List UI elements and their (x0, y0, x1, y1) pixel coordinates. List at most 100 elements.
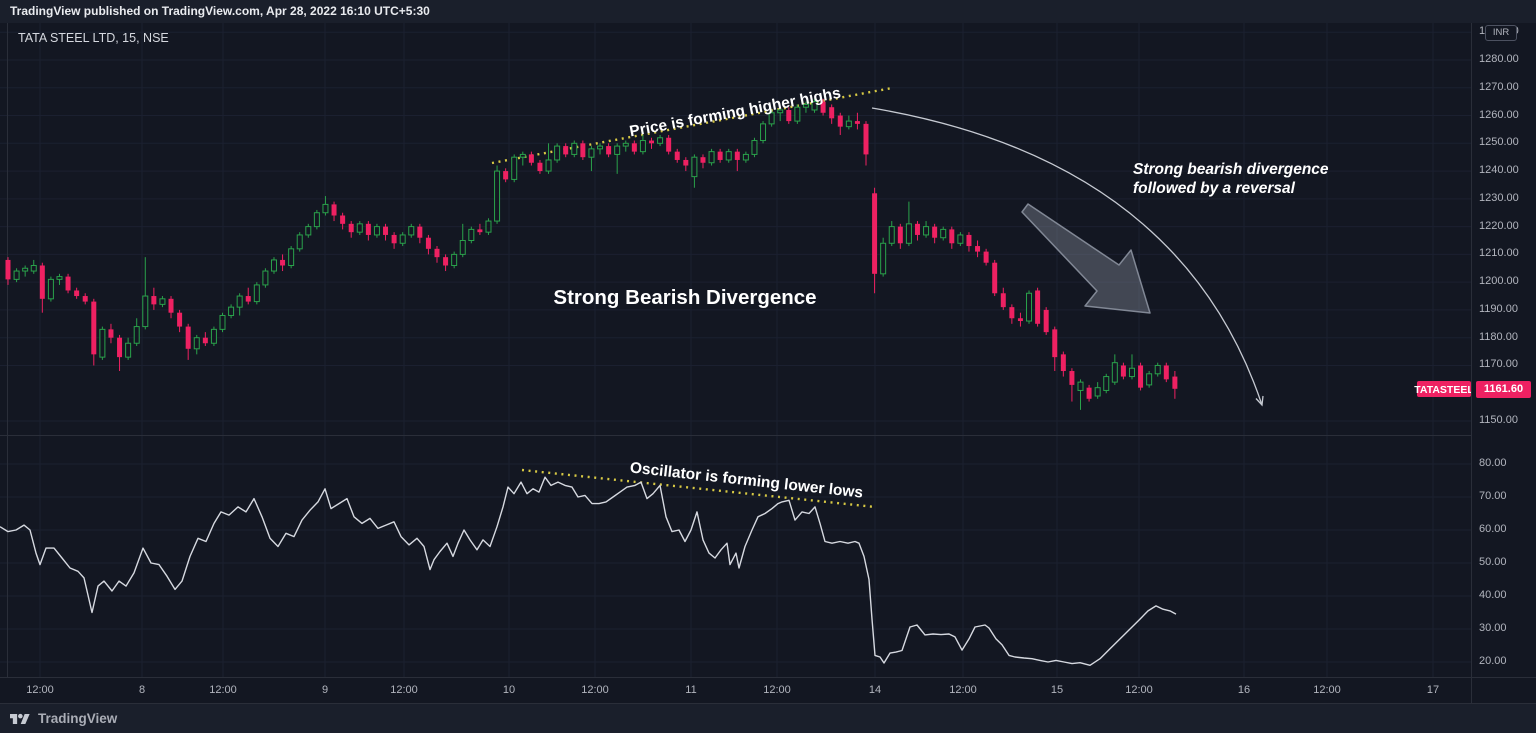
candle-body-down (168, 298, 174, 313)
candle-body-down (1035, 290, 1041, 324)
candle-body-down (383, 226, 389, 235)
oscillator-tick-label: 50.00 (1479, 556, 1507, 568)
candle-body-up (99, 328, 106, 358)
candle-body-down (1009, 307, 1015, 319)
candle-body-up (399, 234, 406, 244)
block-down-arrow[interactable] (1021, 203, 1151, 314)
time-tick-label: 12:00 (763, 684, 791, 696)
candle-body-up (794, 106, 801, 122)
price-tick-label: 1170.00 (1479, 358, 1518, 371)
time-tick-label: 14 (868, 684, 882, 696)
candle-body-down (108, 329, 114, 338)
time-axis[interactable]: 12:00 8 12:00 9 12:00 10 12:00 11 12:00 14 12:00 15… (0, 677, 1536, 704)
candle-body-down (992, 262, 998, 294)
chart-plot[interactable]: Price is forming higher highs Strong Bear… (0, 23, 1471, 677)
candle-body-down (340, 215, 346, 224)
candle-body-up (768, 112, 775, 125)
candle-body-down (829, 107, 835, 119)
price-tick-label: 1210.00 (1479, 247, 1519, 260)
candle-body-down (177, 312, 183, 327)
candle-body-down (674, 151, 680, 160)
candle-body-down (717, 151, 723, 160)
time-tick-label: 10 (502, 684, 516, 696)
candle-body-down (91, 301, 97, 355)
price-tick-label: 1200.00 (1479, 275, 1519, 288)
candle-body-down (606, 146, 612, 155)
price-tick-label: 1240.00 (1479, 164, 1519, 177)
candle-body-down (1017, 318, 1023, 322)
candle-body-up (742, 153, 749, 161)
price-tick-label: 1280.00 (1479, 53, 1519, 65)
candle-body-down (39, 265, 45, 299)
candle-body-up (751, 140, 758, 155)
candle-body-up (193, 337, 200, 350)
candle-body-up (1094, 387, 1101, 397)
time-tick-label: 8 (138, 684, 146, 696)
last-price-badge: 1161.60 (1476, 380, 1531, 398)
candle-body-down (331, 204, 337, 216)
candle-body-up (236, 295, 243, 308)
price-oscillator-chart[interactable]: Price is forming higher highs Strong Bear… (0, 23, 1471, 677)
candle-body-up (1154, 364, 1161, 375)
candle-body-down (872, 193, 878, 274)
time-tick-label: 12:00 (1313, 684, 1341, 696)
annotation-reversal-line1[interactable]: Strong bearish divergence (1133, 161, 1329, 178)
candle-body-down (700, 157, 706, 163)
candle-body-up (408, 226, 415, 236)
annotation-higher-highs[interactable]: Price is forming higher highs (628, 85, 842, 141)
candle-body-up (313, 212, 320, 228)
candle-body-up (639, 140, 646, 153)
candle-body-up (614, 145, 621, 155)
candle-body-down (280, 259, 286, 266)
candle-body-down (365, 223, 371, 235)
price-axis[interactable]: INR 1161.60 1290.001280.001270.001260.00… (1471, 23, 1536, 677)
candle-body-down (1052, 329, 1058, 358)
candle-body-up (1103, 376, 1110, 391)
candle-body-down (649, 140, 654, 144)
curved-arrow-head (1255, 395, 1264, 407)
annotation-center-title[interactable]: Strong Bearish Divergence (553, 286, 816, 309)
candle-body-up (622, 142, 629, 147)
candle-body-down (425, 237, 431, 249)
tradingview-logo-icon[interactable] (10, 711, 30, 727)
candle-body-up (270, 259, 277, 272)
candle-body-down (185, 326, 191, 349)
oscillator-tick-label: 30.00 (1479, 622, 1507, 634)
candle-body-down (74, 290, 80, 297)
candle-body-up (56, 276, 63, 280)
price-tick-label: 1190.00 (1479, 302, 1518, 315)
candle-body-up (22, 267, 29, 272)
curved-arrow[interactable] (871, 107, 1263, 406)
candle-body-up (888, 226, 895, 244)
candle-body-down (1086, 387, 1092, 399)
candle-body-up (142, 295, 149, 328)
candle-body-down (949, 229, 955, 244)
candle-body-up (322, 203, 329, 214)
price-tick-label: 1230.00 (1479, 191, 1519, 204)
candle-body-down (477, 229, 483, 233)
candle-body-up (494, 170, 501, 222)
candle-body-down (563, 146, 569, 155)
time-tick-label: 11 (685, 684, 697, 696)
candle-body-down (245, 296, 251, 302)
candle-body-up (228, 306, 235, 316)
time-tick-label: 12:00 (209, 684, 237, 696)
candle-body-up (305, 226, 312, 236)
candle-body-down (683, 159, 689, 166)
candle-body-down (202, 337, 208, 344)
annotation-reversal-line2[interactable]: followed by a reversal (1133, 180, 1296, 197)
axis-corner-divider (1471, 678, 1472, 704)
candle-body-down (786, 109, 792, 122)
currency-badge[interactable]: INR (1485, 25, 1517, 41)
candle-body-up (13, 270, 20, 280)
candle-body-down (5, 259, 11, 280)
candle-body-up (373, 226, 380, 236)
candle-body-down (1163, 365, 1169, 380)
footer-brand-link[interactable]: TradingView (38, 711, 118, 726)
candle-body-down (537, 162, 543, 172)
candle-body-down (1000, 293, 1006, 308)
candle-body-up (777, 109, 784, 114)
annotation-lower-lows[interactable]: Oscillator is forming lower lows (629, 459, 864, 501)
price-tick-label: 1180.00 (1479, 330, 1518, 343)
